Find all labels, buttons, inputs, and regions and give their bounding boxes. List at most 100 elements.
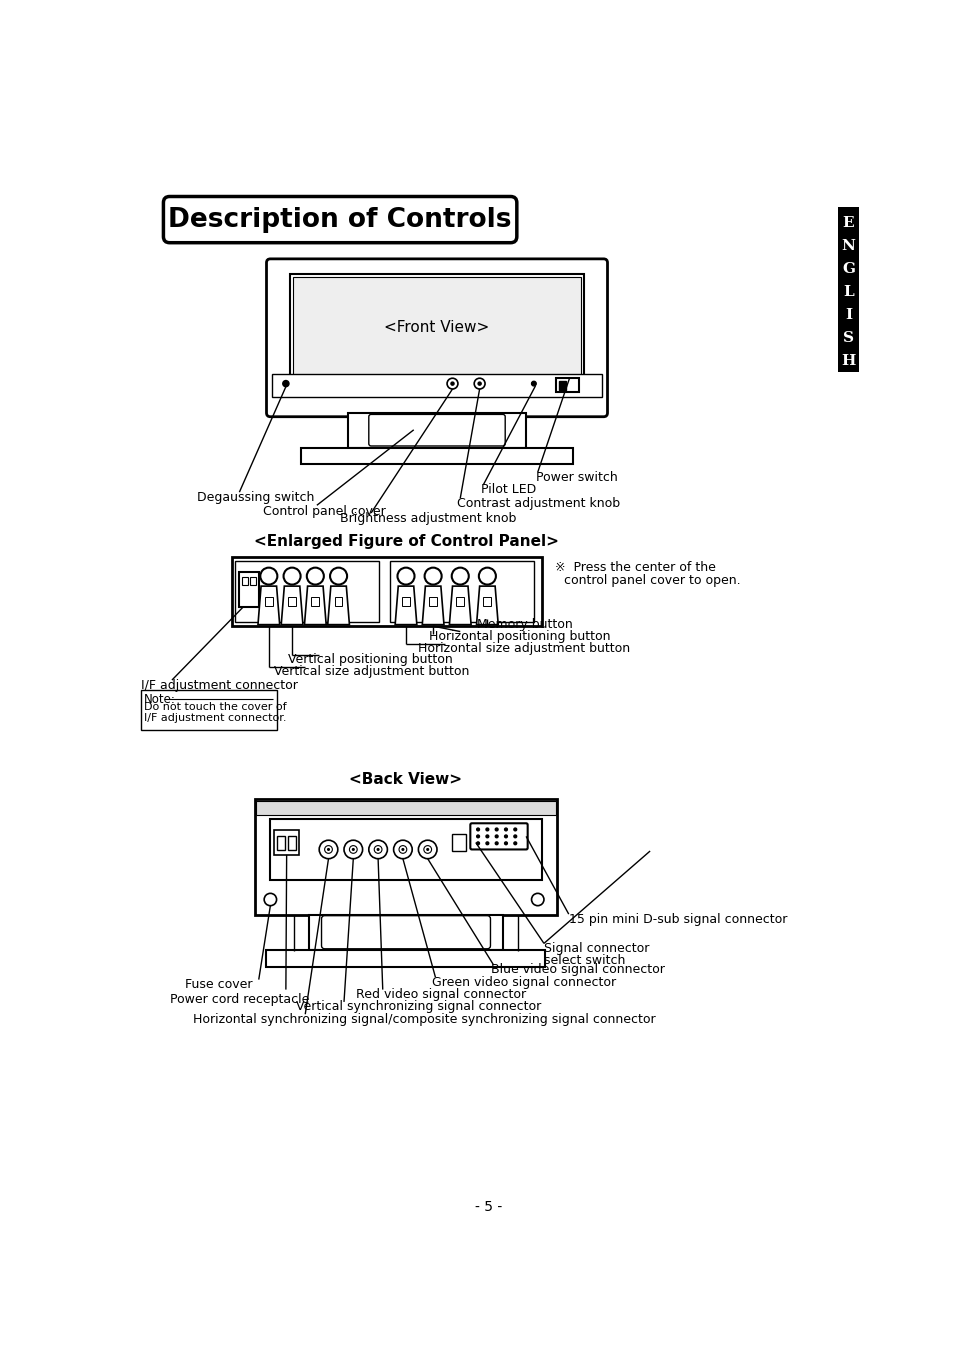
Text: Red video signal connector: Red video signal connector [355,988,525,1001]
Bar [311,596,319,606]
Bar [232,557,541,627]
Bar [250,577,255,584]
Text: L: L [842,285,853,300]
Text: Pilot LED: Pilot LED [480,483,536,497]
Circle shape [426,848,429,851]
Bar [290,274,583,382]
Bar [402,596,410,606]
Circle shape [485,834,488,837]
Circle shape [495,828,497,830]
Circle shape [264,893,276,906]
Circle shape [504,834,507,837]
Circle shape [476,841,479,844]
Bar [270,818,541,880]
Polygon shape [328,586,349,625]
Bar [452,834,466,851]
Bar [483,596,491,606]
Text: Power switch: Power switch [536,471,618,484]
FancyBboxPatch shape [266,259,607,417]
Text: Vertical positioning button: Vertical positioning button [288,653,453,666]
Bar [256,800,555,815]
Text: Signal connector: Signal connector [543,941,649,955]
Text: Vertical synchronizing signal connector: Vertical synchronizing signal connector [295,1000,540,1014]
Circle shape [260,568,277,584]
Bar [277,836,285,851]
Circle shape [531,382,536,386]
Circle shape [504,828,507,830]
Circle shape [401,848,404,851]
Text: Note:: Note: [144,694,175,706]
Bar [266,949,545,967]
Text: Description of Controls: Description of Controls [168,208,512,234]
Text: - 5 -: - 5 - [475,1200,502,1213]
Bar [141,689,276,731]
Polygon shape [449,586,471,625]
Text: ※  Press the center of the: ※ Press the center of the [555,561,715,573]
Text: Brightness adjustment knob: Brightness adjustment knob [340,512,516,525]
Circle shape [344,840,362,859]
FancyBboxPatch shape [369,415,505,446]
Text: Do not touch the cover of: Do not touch the cover of [144,702,286,713]
Text: S: S [842,331,853,345]
Text: G: G [841,261,854,276]
Circle shape [394,840,412,859]
Text: I/F adjustment connector.: I/F adjustment connector. [144,713,286,724]
FancyBboxPatch shape [163,197,517,242]
Circle shape [504,841,507,844]
Circle shape [452,568,468,584]
Polygon shape [422,586,443,625]
Bar [429,596,436,606]
Circle shape [451,382,454,386]
Text: H: H [841,354,855,368]
Circle shape [424,568,441,584]
Text: Memory button: Memory button [476,618,573,631]
FancyBboxPatch shape [470,824,527,850]
Bar [555,378,578,393]
Text: Horizontal size adjustment button: Horizontal size adjustment button [417,643,629,655]
Polygon shape [395,586,416,625]
Circle shape [531,893,543,906]
Circle shape [476,834,479,837]
Text: Contrast adjustment knob: Contrast adjustment knob [456,497,619,510]
Circle shape [283,568,300,584]
Circle shape [514,828,517,830]
Polygon shape [257,586,279,625]
Bar [293,276,580,378]
Polygon shape [304,586,326,625]
Circle shape [327,848,330,851]
Bar [838,207,858,372]
Circle shape [369,840,387,859]
Bar [309,915,502,949]
Text: Power cord receptacle: Power cord receptacle [170,993,309,1005]
Circle shape [307,568,323,584]
Text: select switch: select switch [543,955,624,967]
Circle shape [324,845,332,854]
Text: 15 pin mini D-sub signal connector: 15 pin mini D-sub signal connector [568,912,786,926]
Bar [274,830,298,855]
Circle shape [349,845,356,854]
Circle shape [330,568,347,584]
Bar [390,561,534,622]
Text: Horizontal synchronizing signal/composite synchronizing signal connector: Horizontal synchronizing signal/composit… [193,1012,655,1026]
Circle shape [476,828,479,830]
Text: <Front View>: <Front View> [384,320,489,335]
Bar [242,577,248,584]
Text: Degaussing switch: Degaussing switch [196,491,314,503]
Circle shape [478,568,496,584]
Text: N: N [841,239,855,253]
Bar [254,799,557,915]
Circle shape [495,841,497,844]
Circle shape [495,834,497,837]
Circle shape [474,378,484,389]
Text: control panel cover to open.: control panel cover to open. [563,573,740,587]
Circle shape [485,841,488,844]
Bar [288,836,295,851]
Text: I: I [844,308,851,321]
Circle shape [376,848,379,851]
Bar [288,596,295,606]
Text: Vertical size adjustment button: Vertical size adjustment button [274,665,469,679]
Bar [558,380,566,390]
Circle shape [398,845,406,854]
Circle shape [319,840,337,859]
Text: I/F adjustment connector: I/F adjustment connector [141,679,297,691]
